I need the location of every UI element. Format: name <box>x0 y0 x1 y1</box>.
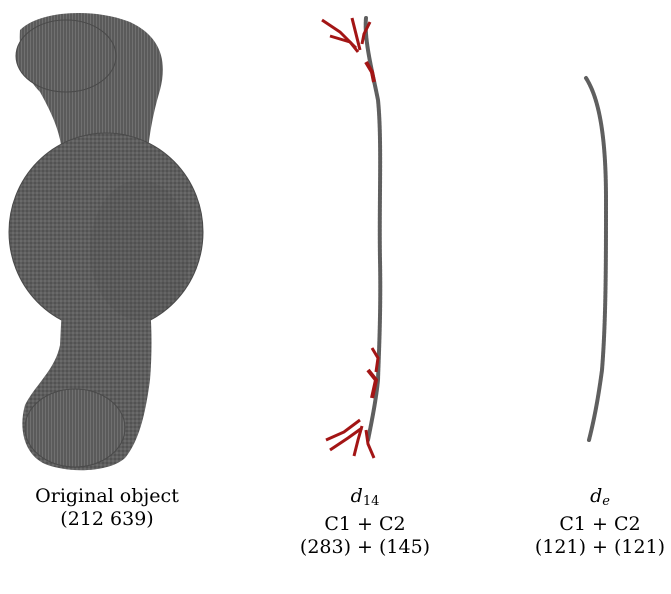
original-object-render <box>8 12 204 471</box>
d14-branch-bot-2 <box>329 426 363 452</box>
de-main-skeleton <box>584 76 609 442</box>
d14-skeleton <box>321 16 383 459</box>
d14-symbol-base: d <box>350 485 363 507</box>
object-top-cap <box>15 19 117 93</box>
caption-original-object: Original object (212 639) <box>20 485 194 531</box>
caption-d14-counts: (283) + (145) <box>299 536 431 558</box>
caption-de-symbol: de <box>530 485 670 513</box>
caption-de-components: C1 + C2 <box>559 513 641 535</box>
caption-d14-symbol: d14 <box>280 485 450 513</box>
caption-de-counts: (121) + (121) <box>534 536 666 558</box>
d14-branch-top-3 <box>350 17 362 51</box>
d14-branch-mid-1 <box>370 347 380 373</box>
caption-de: de C1 + C2 (121) + (121) <box>530 485 670 559</box>
d14-branch-top-5 <box>364 60 376 83</box>
d14-branch-top-4 <box>360 21 372 45</box>
de-symbol-sub: e <box>602 494 610 509</box>
object-bottom-cap <box>24 388 126 468</box>
d14-branch-bot-4 <box>364 429 376 459</box>
caption-d14: d14 C1 + C2 (283) + (145) <box>280 485 450 559</box>
d14-branch-bot-3 <box>352 425 364 457</box>
caption-original-count: (212 639) <box>60 508 154 530</box>
d14-symbol-sub: 14 <box>362 494 380 509</box>
d14-branch-mid-2 <box>366 368 379 399</box>
caption-d14-components: C1 + C2 <box>324 513 406 535</box>
de-symbol-base: d <box>590 485 603 507</box>
caption-original-title: Original object <box>35 485 179 507</box>
d14-branch-top-2 <box>329 34 360 53</box>
object-sphere-shade <box>90 180 190 320</box>
de-skeleton <box>584 76 609 442</box>
d14-branch-bot-1 <box>325 418 361 442</box>
